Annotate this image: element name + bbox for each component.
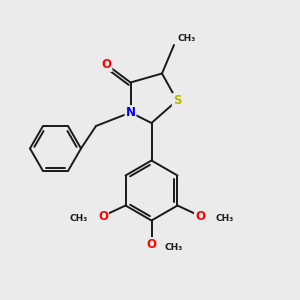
Text: CH₃: CH₃ bbox=[178, 34, 196, 43]
Text: S: S bbox=[173, 94, 181, 107]
Text: CH₃: CH₃ bbox=[216, 214, 234, 223]
Text: O: O bbox=[101, 58, 112, 71]
Text: O: O bbox=[195, 209, 205, 223]
Text: O: O bbox=[98, 209, 108, 223]
Text: N: N bbox=[125, 106, 136, 119]
Text: CH₃: CH₃ bbox=[69, 214, 87, 223]
Text: CH₃: CH₃ bbox=[164, 243, 182, 252]
Text: O: O bbox=[146, 238, 157, 251]
